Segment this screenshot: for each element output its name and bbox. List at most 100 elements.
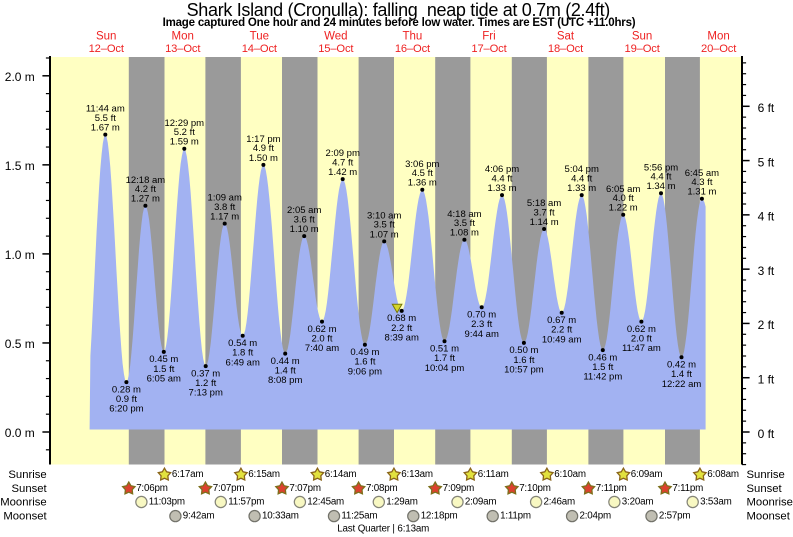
- svg-text:10:04 pm: 10:04 pm: [425, 363, 465, 374]
- svg-text:5.2 ft: 5.2 ft: [174, 127, 195, 138]
- svg-text:Wed: Wed: [324, 30, 347, 42]
- svg-text:Sat: Sat: [557, 30, 575, 42]
- svg-text:1.27 m: 1.27 m: [131, 194, 160, 205]
- svg-text:13–Oct: 13–Oct: [165, 43, 201, 55]
- svg-text:3.5 ft: 3.5 ft: [454, 218, 475, 229]
- svg-text:7:06pm: 7:06pm: [136, 483, 168, 494]
- svg-text:12:18pm: 12:18pm: [421, 511, 458, 522]
- svg-text:1.36 m: 1.36 m: [408, 178, 437, 189]
- svg-text:3:20am: 3:20am: [622, 497, 654, 508]
- svg-text:Moonrise: Moonrise: [0, 496, 46, 508]
- svg-text:6:05 am: 6:05 am: [606, 184, 640, 195]
- svg-text:0.70 m: 0.70 m: [467, 310, 496, 321]
- svg-text:1 ft: 1 ft: [758, 373, 775, 387]
- svg-text:0.50 m: 0.50 m: [509, 345, 538, 356]
- svg-text:4.0 ft: 4.0 ft: [613, 193, 634, 204]
- svg-text:8:08 pm: 8:08 pm: [268, 375, 302, 386]
- svg-text:11:42 pm: 11:42 pm: [583, 372, 622, 383]
- svg-text:4.4 ft: 4.4 ft: [491, 173, 512, 184]
- svg-text:6:13am: 6:13am: [401, 469, 433, 480]
- svg-text:2:05 am: 2:05 am: [287, 205, 321, 216]
- svg-text:1.5 ft: 1.5 ft: [153, 364, 174, 375]
- svg-text:1.07 m: 1.07 m: [370, 229, 399, 240]
- svg-text:1.34 m: 1.34 m: [646, 181, 675, 192]
- svg-text:2:46am: 2:46am: [544, 497, 576, 508]
- svg-text:11:25am: 11:25am: [341, 511, 377, 522]
- svg-text:Last Quarter | 6:13am: Last Quarter | 6:13am: [337, 524, 429, 535]
- svg-text:3:53am: 3:53am: [700, 497, 732, 508]
- svg-text:15–Oct: 15–Oct: [318, 43, 354, 55]
- svg-text:10:49 am: 10:49 am: [542, 334, 582, 345]
- svg-text:1.33 m: 1.33 m: [567, 183, 596, 194]
- svg-text:Fri: Fri: [482, 30, 495, 42]
- svg-text:1:11pm: 1:11pm: [500, 511, 531, 522]
- svg-text:2.2 ft: 2.2 ft: [391, 323, 412, 334]
- svg-text:Sunset: Sunset: [747, 483, 783, 495]
- svg-text:3.5 ft: 3.5 ft: [374, 220, 395, 231]
- svg-text:9:44 am: 9:44 am: [465, 329, 499, 340]
- svg-text:4:06 pm: 4:06 pm: [485, 164, 519, 175]
- svg-text:10:57 pm: 10:57 pm: [504, 365, 544, 376]
- svg-text:0.5 m: 0.5 m: [5, 337, 35, 351]
- svg-text:12:18 am: 12:18 am: [126, 175, 166, 186]
- svg-text:17–Oct: 17–Oct: [471, 43, 507, 55]
- svg-text:1:17 pm: 1:17 pm: [246, 134, 280, 145]
- svg-text:0.51 m: 0.51 m: [430, 343, 459, 354]
- svg-text:4.9 ft: 4.9 ft: [253, 143, 274, 154]
- svg-text:1.2 ft: 1.2 ft: [195, 378, 216, 389]
- svg-text:7:08pm: 7:08pm: [366, 483, 398, 494]
- svg-text:1.7 ft: 1.7 ft: [434, 353, 455, 364]
- svg-text:5.5 ft: 5.5 ft: [95, 113, 116, 124]
- svg-text:0.28 m: 0.28 m: [112, 384, 141, 395]
- svg-text:2.3 ft: 2.3 ft: [471, 319, 492, 330]
- svg-text:6:05 am: 6:05 am: [147, 374, 181, 385]
- svg-text:7:07pm: 7:07pm: [289, 483, 321, 494]
- svg-text:1.17 m: 1.17 m: [210, 212, 239, 223]
- svg-text:1.0 m: 1.0 m: [5, 248, 35, 262]
- svg-text:6:49 am: 6:49 am: [226, 357, 260, 368]
- svg-text:3:10 am: 3:10 am: [367, 211, 401, 222]
- svg-text:0.44 m: 0.44 m: [271, 356, 300, 367]
- svg-text:1:29am: 1:29am: [386, 497, 418, 508]
- svg-text:5:04 pm: 5:04 pm: [565, 164, 599, 175]
- svg-text:2 ft: 2 ft: [758, 318, 775, 332]
- svg-text:1.14 m: 1.14 m: [530, 217, 559, 228]
- svg-text:7:11pm: 7:11pm: [596, 483, 627, 494]
- svg-text:0 ft: 0 ft: [758, 427, 775, 441]
- svg-text:1.4 ft: 1.4 ft: [275, 366, 296, 377]
- svg-text:7:40 am: 7:40 am: [305, 343, 339, 354]
- svg-text:1.22 m: 1.22 m: [609, 203, 638, 214]
- svg-text:1.33 m: 1.33 m: [487, 183, 516, 194]
- svg-text:3.6 ft: 3.6 ft: [294, 214, 315, 225]
- svg-text:Moonrise: Moonrise: [747, 496, 793, 508]
- svg-text:1.5 m: 1.5 m: [5, 159, 35, 173]
- svg-text:1.67 m: 1.67 m: [91, 123, 120, 134]
- svg-text:Sun: Sun: [632, 30, 652, 42]
- svg-text:0.37 m: 0.37 m: [191, 368, 220, 379]
- svg-text:0.9 ft: 0.9 ft: [116, 394, 137, 405]
- svg-text:7:07pm: 7:07pm: [213, 483, 245, 494]
- svg-text:Sunset: Sunset: [12, 483, 48, 495]
- svg-text:11:47 am: 11:47 am: [622, 343, 661, 354]
- svg-text:1.59 m: 1.59 m: [170, 137, 199, 148]
- svg-text:4.2 ft: 4.2 ft: [135, 184, 156, 195]
- svg-text:0.62 m: 0.62 m: [627, 324, 656, 335]
- svg-text:6:20 pm: 6:20 pm: [109, 404, 143, 415]
- svg-text:0.68 m: 0.68 m: [387, 313, 416, 324]
- svg-text:3.7 ft: 3.7 ft: [534, 207, 555, 218]
- svg-text:5:18 am: 5:18 am: [527, 198, 561, 209]
- svg-text:1.6 ft: 1.6 ft: [354, 357, 375, 368]
- svg-text:5:56 pm: 5:56 pm: [644, 162, 678, 173]
- svg-text:4 ft: 4 ft: [758, 210, 775, 224]
- svg-text:2.2 ft: 2.2 ft: [551, 325, 572, 336]
- svg-text:6:17am: 6:17am: [172, 469, 204, 480]
- svg-text:3:06 pm: 3:06 pm: [405, 159, 439, 170]
- svg-text:1.5 ft: 1.5 ft: [592, 362, 613, 373]
- svg-text:9:06 pm: 9:06 pm: [348, 366, 382, 377]
- svg-text:2:57pm: 2:57pm: [659, 511, 691, 522]
- svg-text:2.0 ft: 2.0 ft: [631, 334, 652, 345]
- svg-text:1.42 m: 1.42 m: [328, 167, 357, 178]
- svg-text:19–Oct: 19–Oct: [625, 43, 661, 55]
- svg-text:3 ft: 3 ft: [758, 264, 775, 278]
- svg-text:14–Oct: 14–Oct: [242, 43, 278, 55]
